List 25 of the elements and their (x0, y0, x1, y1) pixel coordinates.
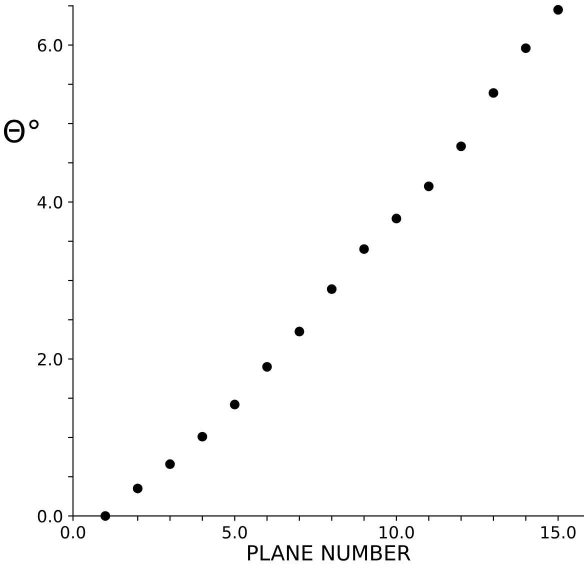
x-tick-label: 10.0 (380, 526, 414, 539)
point (520, 43, 531, 54)
x-tick-label: 15.0 (541, 526, 576, 539)
point (230, 400, 240, 410)
point (456, 141, 466, 152)
point (100, 511, 110, 521)
point (359, 244, 369, 254)
point (326, 284, 337, 294)
y-tick-label: 4.0 (38, 196, 62, 209)
x-tick-label: 5.0 (222, 526, 247, 539)
point (294, 326, 304, 336)
y-tick-label: 0.0 (38, 510, 62, 523)
point (165, 459, 175, 470)
point (392, 214, 402, 224)
point (132, 484, 143, 494)
y-tick-label: 2.0 (38, 352, 62, 366)
point (424, 181, 434, 192)
point (553, 4, 563, 15)
point (198, 432, 208, 442)
x-tick-label: 0.0 (60, 526, 86, 539)
point (488, 88, 498, 98)
y-tick-label: 6.0 (38, 39, 62, 52)
point (262, 362, 272, 372)
y-axis-title: Θ° (4, 120, 39, 143)
x-axis-title: PLANE NUMBER (248, 545, 410, 561)
